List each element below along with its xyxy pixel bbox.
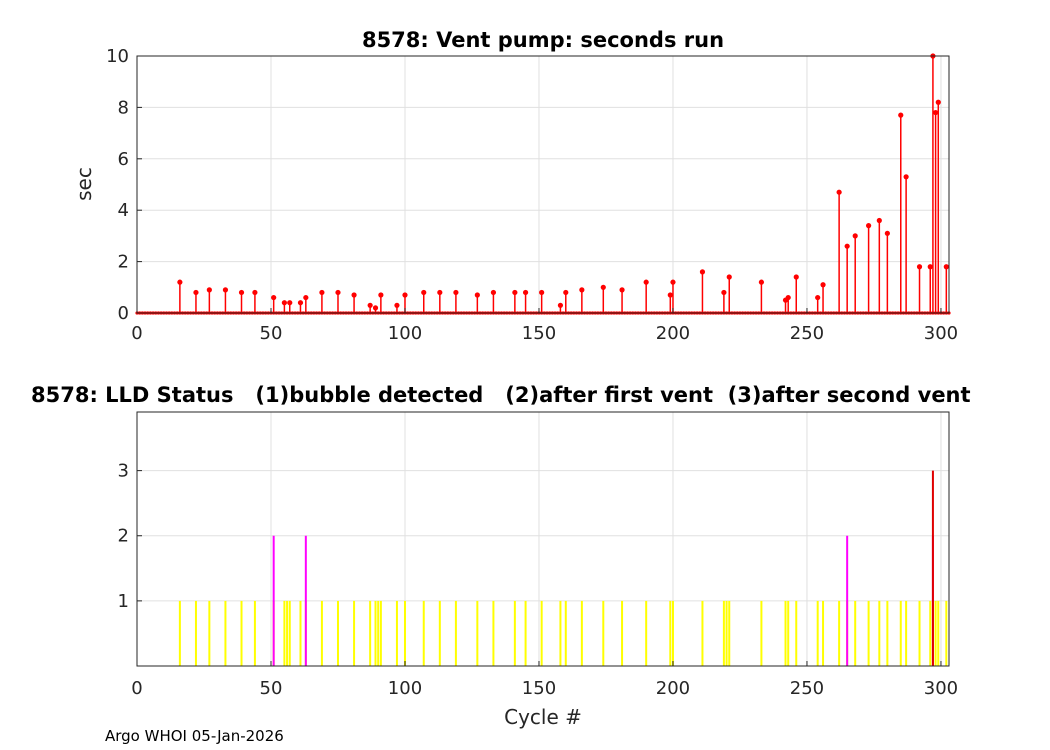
vent-pump-stem-marker (933, 109, 939, 116)
vent-pump-stem-marker (619, 287, 625, 293)
vent-pump-stem-marker (335, 289, 341, 296)
lld-status-y-tick-label: 3 (118, 461, 129, 482)
footer-credit: Argo WHOI 05-Jan-2026 (105, 727, 284, 745)
lld-status-x-axis-label: Cycle # (504, 705, 582, 729)
lld-status-ticks: 0 50 100 150 200 250 300 1 2 3 (118, 461, 959, 699)
vent-pump-stem-marker (557, 302, 564, 308)
vent-pump-stem-marker (844, 243, 850, 249)
vent-pump-stem-marker (836, 189, 842, 195)
vent-pump-stem-marker (943, 264, 949, 270)
vent-pump-stem-marker (563, 289, 569, 296)
vent-pump-stem-marker (935, 99, 941, 105)
vent-pump-stem-marker (699, 269, 706, 275)
vent-pump-axes-box (136, 55, 950, 314)
vent-pump-stem-marker (670, 279, 676, 285)
vent-pump-x-tick-label: 0 (131, 323, 142, 344)
vent-pump-stem-marker (287, 300, 293, 306)
vent-pump-stem-marker (600, 284, 606, 290)
vent-pump-stem-marker (437, 289, 443, 296)
vent-pump-stem-marker (319, 289, 325, 296)
vent-pump-y-tick-label: 4 (118, 200, 129, 221)
lld-status-x-tick-label: 250 (790, 678, 824, 699)
vent-pump-stem-marker (898, 112, 904, 118)
vent-pump-stem-marker (884, 230, 890, 236)
vent-pump-stem-marker (927, 264, 933, 270)
vent-pump-stem-marker (490, 289, 497, 296)
lld-status-plot-area (137, 412, 949, 666)
lld-status-chart-title: 8578: LLD Status (1)bubble detected (2)a… (31, 383, 971, 407)
vent-pump-chart-title: 8578: Vent pump: seconds run (362, 28, 724, 52)
vent-pump-stem-marker (903, 174, 909, 180)
vent-pump-stem-marker (522, 289, 529, 296)
vent-pump-stem-marker (238, 289, 245, 296)
vent-pump-stem-marker (367, 302, 373, 308)
lld-status-axes-box (136, 411, 950, 667)
vent-pump-y-tick-label: 8 (118, 97, 129, 118)
vent-pump-stem-marker (667, 292, 673, 298)
lld-status-x-tick-label: 300 (924, 678, 958, 699)
vent-pump-ticks: 0 50 100 150 200 250 300 0 2 4 6 8 10 (106, 46, 958, 344)
vent-pump-stem-marker (303, 294, 309, 301)
vent-pump-stem-marker (815, 294, 821, 301)
vent-pump-y-tick-label: 6 (118, 149, 129, 170)
vent-pump-stem-marker (193, 289, 199, 296)
vent-pump-stem-marker (785, 294, 791, 301)
lld-status-y-tick-label: 1 (118, 591, 129, 612)
lld-status-stems (178, 470, 948, 666)
vent-pump-stem-marker (721, 289, 727, 296)
vent-pump-stem-marker (378, 292, 384, 298)
lld-status-x-tick-label: 200 (656, 678, 690, 699)
vent-pump-stem-marker (474, 292, 480, 298)
vent-pump-stem-marker (916, 264, 923, 270)
lld-status-x-tick-label: 150 (522, 678, 556, 699)
vent-pump-stem-marker (866, 223, 872, 229)
vent-pump-x-tick-label: 250 (790, 323, 824, 344)
vent-pump-stem-marker (758, 279, 765, 285)
vent-pump-stem-marker (394, 302, 400, 308)
vent-pump-stem-marker (271, 294, 277, 301)
vent-pump-grid (137, 56, 949, 313)
vent-pump-stem-marker (206, 287, 212, 293)
vent-pump-y-tick-label: 2 (118, 252, 129, 273)
vent-pump-x-tick-label: 100 (388, 323, 422, 344)
vent-pump-stem-marker (281, 300, 287, 306)
vent-pump-y-tick-label: 0 (118, 303, 129, 324)
vent-pump-stem-marker (793, 274, 799, 280)
vent-pump-stem-marker (539, 289, 545, 296)
vent-pump-chart: 8578: Vent pump: seconds run 0 50 100 150 20… (72, 28, 958, 344)
vent-pump-stem-marker (453, 289, 459, 296)
lld-status-chart: 8578: LLD Status (1)bubble detected (2)a… (31, 383, 971, 729)
vent-pump-y-axis-label: sec (72, 167, 96, 201)
lld-status-x-tick-label: 50 (260, 678, 283, 699)
vent-pump-stem-marker (421, 289, 427, 296)
vent-pump-stem-marker (876, 217, 882, 224)
vent-pump-x-tick-label: 50 (260, 323, 283, 344)
vent-pump-stem-marker (177, 279, 183, 285)
vent-pump-stem-marker (726, 274, 732, 280)
vent-pump-stem-marker (252, 289, 258, 296)
lld-status-x-tick-label: 100 (388, 678, 422, 699)
vent-pump-x-tick-label: 200 (656, 323, 690, 344)
vent-pump-stem-marker (852, 233, 858, 239)
vent-pump-y-tick-label: 10 (106, 46, 129, 67)
vent-pump-x-tick-label: 150 (522, 323, 556, 344)
vent-pump-stem-marker (297, 300, 304, 306)
vent-pump-stem-marker (351, 292, 357, 298)
vent-pump-x-tick-label: 300 (924, 323, 958, 344)
lld-status-x-tick-label: 0 (131, 678, 142, 699)
vent-pump-plot-area (137, 56, 949, 313)
vent-pump-stem-marker (222, 287, 229, 293)
lld-status-y-tick-label: 2 (118, 526, 129, 547)
vent-pump-stem-marker (579, 287, 585, 293)
vent-pump-stem-marker (820, 282, 826, 288)
vent-pump-stem-marker (512, 289, 518, 296)
vent-pump-stem-marker (643, 279, 649, 285)
vent-pump-stem-marker (402, 292, 408, 298)
vent-pump-stem-marker (372, 305, 379, 311)
